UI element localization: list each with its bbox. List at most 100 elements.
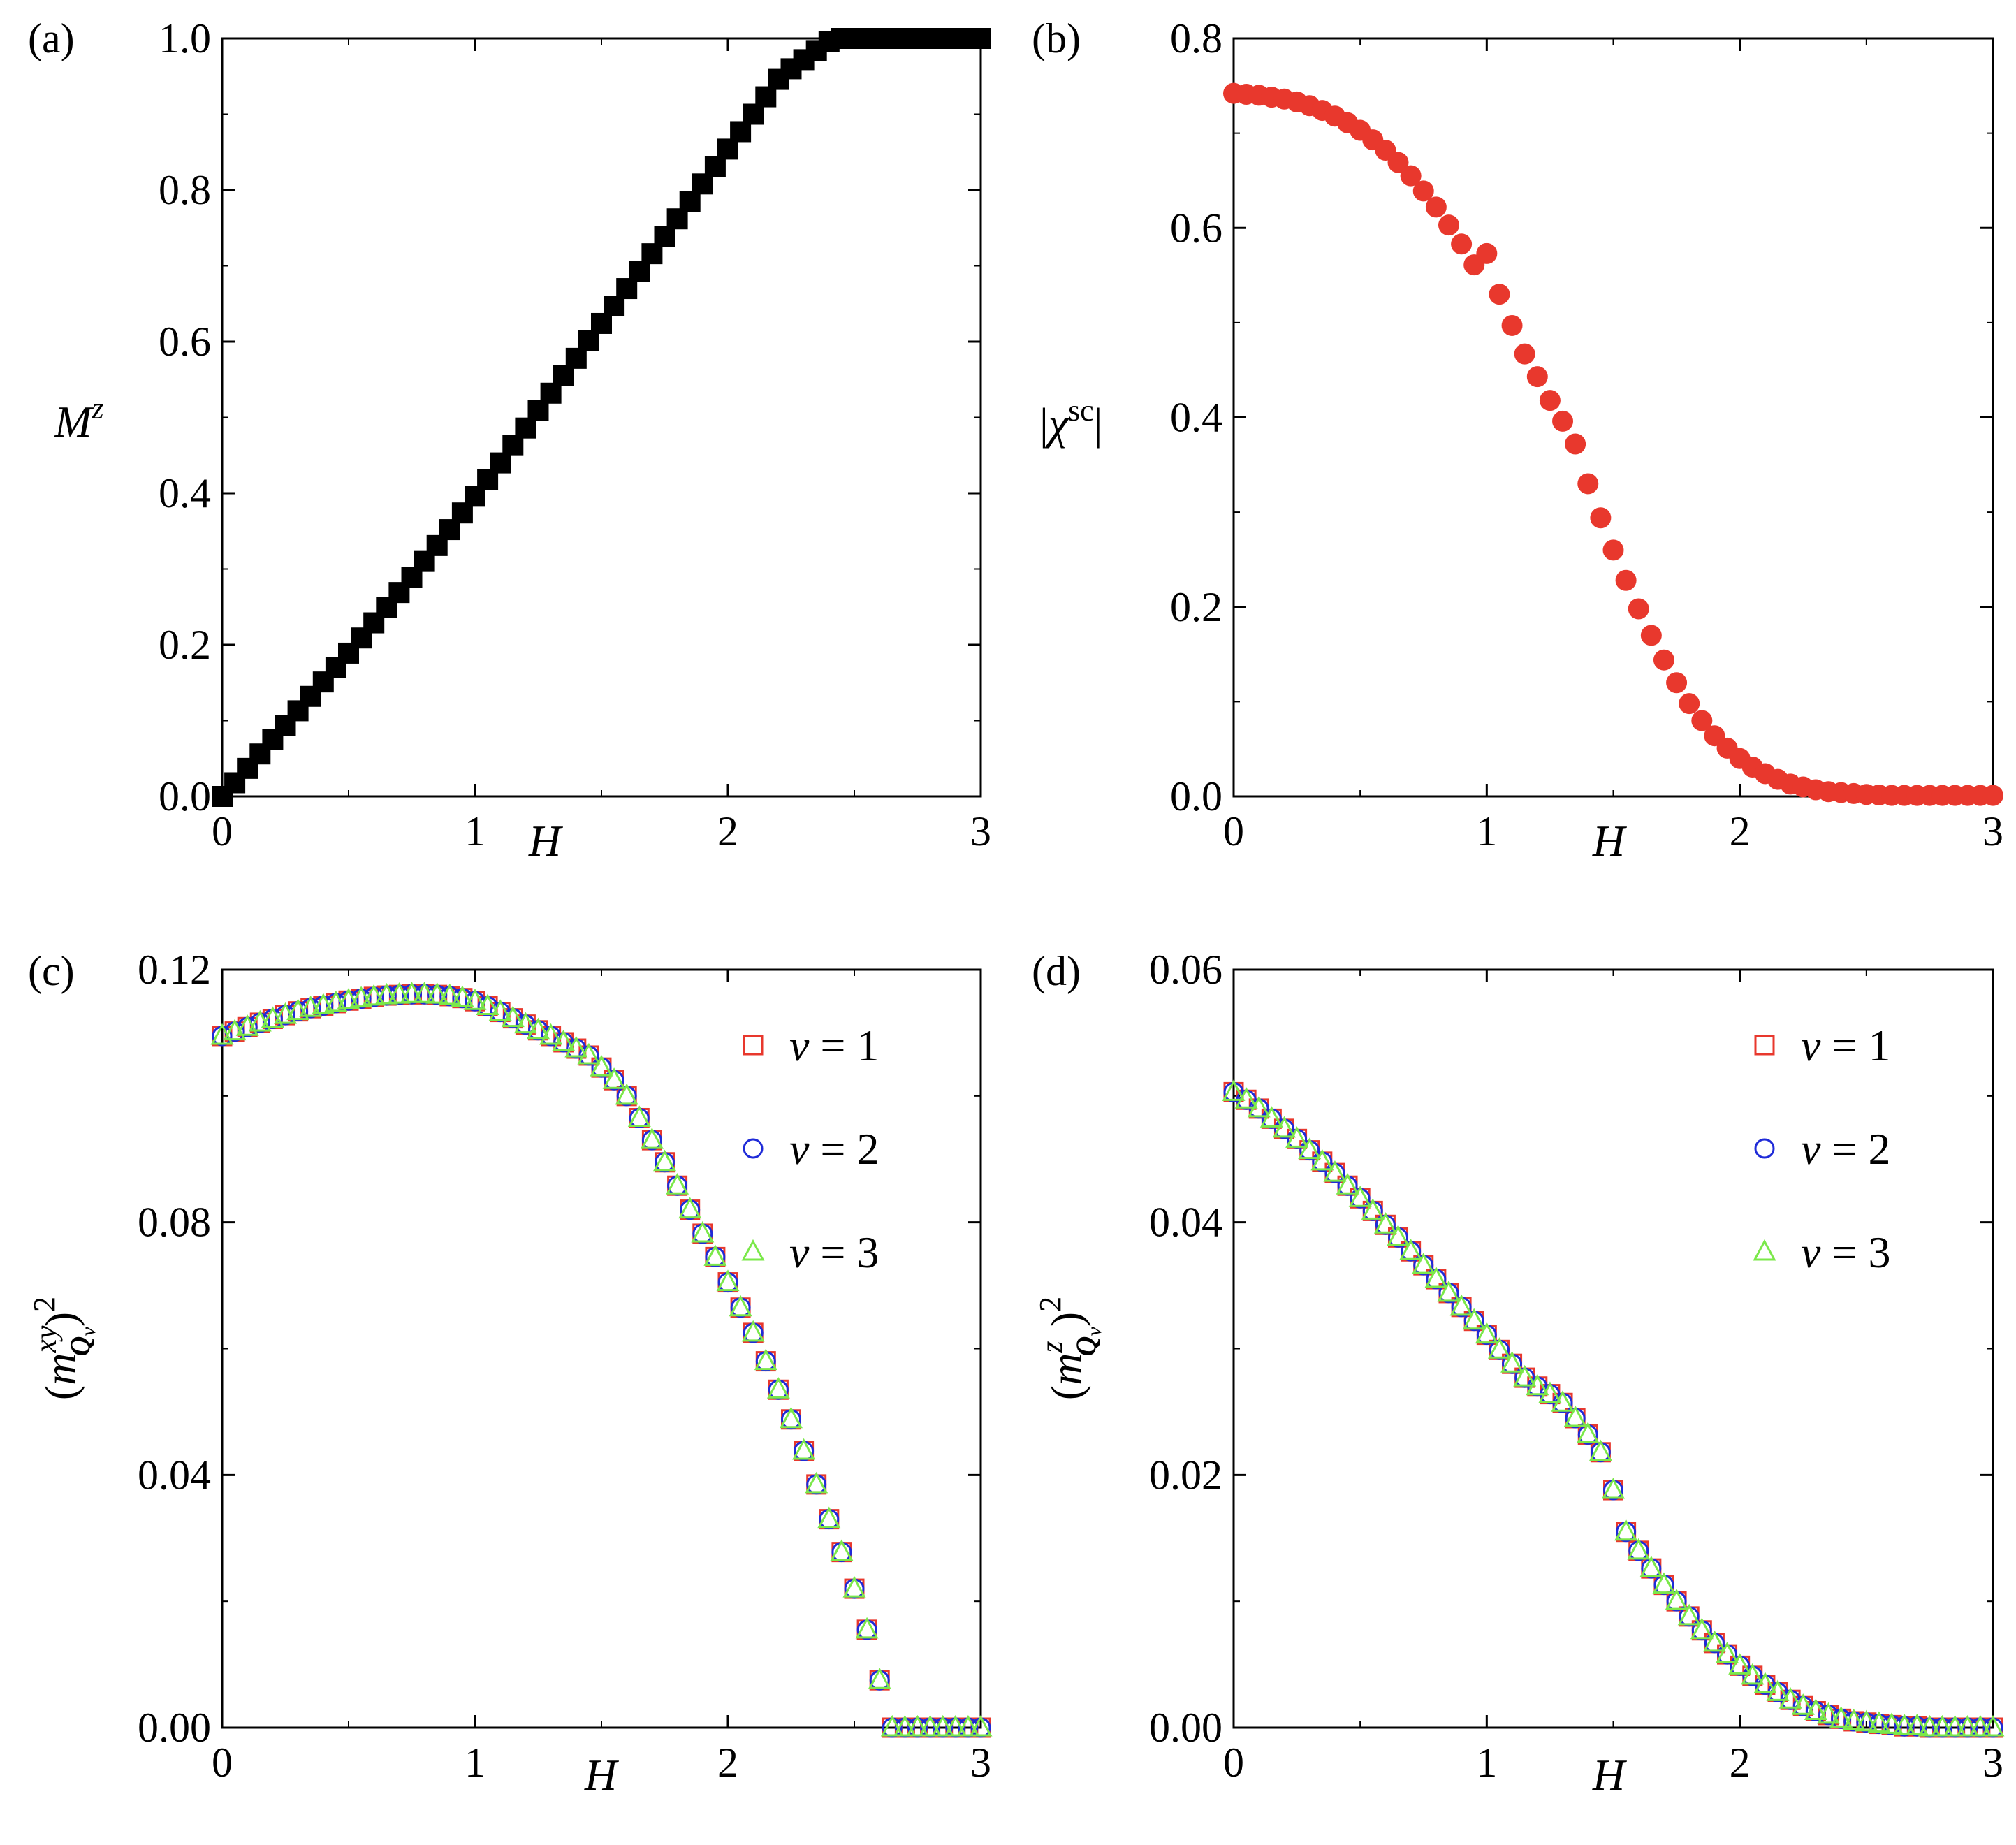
- data-point-d-s3: [1677, 1603, 1701, 1626]
- legend-marker-d-1: [1754, 1035, 1775, 1056]
- data-point-c-s3: [425, 982, 449, 1004]
- legend-label-d-1: ν = 1: [1801, 1021, 1891, 1070]
- y-axis-label-c-text: (mxyQν)2: [27, 1297, 100, 1400]
- y-axis-label-b-chi: χ: [1044, 399, 1069, 449]
- data-point-c-s3: [944, 1714, 967, 1737]
- data-point-c-s3: [842, 1575, 866, 1598]
- data-point-c-s3: [590, 1054, 613, 1077]
- x-axis-label-d: H: [1592, 1750, 1628, 1800]
- y-tick-label-d: 0.02: [1149, 1452, 1222, 1498]
- data-point-c-s3: [729, 1295, 752, 1317]
- data-point-d-s3: [1627, 1538, 1651, 1560]
- data-point-c-s3: [387, 982, 411, 1004]
- plot-area-d: 0 1 2 30.000.020.040.06ν = 1ν = 2ν = 3: [1149, 947, 2005, 1786]
- data-point-c-s3: [716, 1269, 740, 1292]
- data-point-d-s3: [1956, 1714, 1980, 1737]
- panel-label-c: (c): [28, 948, 75, 994]
- x-tick-label-c: 3: [970, 1740, 991, 1786]
- y-tick-label-a: 0.6: [159, 319, 211, 365]
- y-axis-label-b-bar-left: |: [1039, 399, 1049, 449]
- data-point-c-s3: [577, 1042, 601, 1065]
- data-point-b-s1: [1602, 539, 1624, 561]
- x-tick-label-b: 3: [1982, 808, 2003, 854]
- x-tick-label-b: 2: [1730, 808, 1751, 854]
- data-point-b-s1: [1577, 473, 1599, 495]
- x-tick-label-a: 3: [970, 808, 991, 854]
- panel-d: (d) H (mzQν)2 0 1 2 30.000.020.040.06ν = 1ν…: [1032, 947, 2005, 1800]
- data-point-d-s3: [1804, 1698, 1827, 1720]
- data-point-c-s3: [451, 985, 474, 1007]
- data-point-b-s1: [1539, 390, 1561, 411]
- y-axis-label-c: (mxyQν)2: [27, 1297, 100, 1400]
- y-tick-label-b: 0.4: [1170, 395, 1222, 441]
- data-point-b-s1: [1489, 284, 1510, 305]
- data-point-d-s3: [1905, 1714, 1929, 1735]
- data-point-b-s1: [1438, 214, 1459, 236]
- data-point-d-s3: [1892, 1714, 1916, 1735]
- y-tick-label-a: 1.0: [159, 15, 211, 61]
- y-tick-label-c: 0.00: [138, 1705, 211, 1751]
- data-point-c-s3: [476, 993, 499, 1015]
- data-point-d-s3: [1778, 1687, 1802, 1709]
- panel-label-d: (d): [1032, 948, 1081, 994]
- data-point-c-s3: [931, 1714, 955, 1737]
- legend-label-d-3: ν = 3: [1801, 1227, 1891, 1277]
- data-point-c-s3: [652, 1149, 677, 1172]
- data-point-c-s3: [299, 995, 323, 1017]
- data-point-c-s3: [868, 1668, 891, 1689]
- data-point-c-s3: [741, 1320, 765, 1342]
- legend-marker-d-3: [1753, 1239, 1776, 1261]
- data-point-c-s3: [463, 989, 487, 1010]
- data-point-d-s3: [1588, 1439, 1612, 1461]
- data-point-d-s3: [1373, 1212, 1397, 1234]
- y-axis-label-c-sub-q: Q: [64, 1336, 96, 1357]
- data-point-d-s3: [1576, 1422, 1600, 1443]
- data-point-d-s3: [1563, 1405, 1587, 1427]
- axes-frame-d: [1232, 968, 1994, 1729]
- data-point-c-s3: [805, 1471, 828, 1494]
- series-c-2: [212, 984, 991, 1738]
- data-point-d-s3: [1829, 1706, 1853, 1728]
- data-point-d-s3: [1323, 1160, 1347, 1182]
- y-tick-label-b: 0.6: [1170, 205, 1222, 251]
- axes-frame-a: [221, 37, 982, 798]
- panel-c: (c) H (mxyQν)2 0 1 2 30.000.040.080.12ν = 1…: [27, 947, 993, 1800]
- y-axis-label-b: |χsc|: [1039, 393, 1102, 449]
- data-point-d-s3: [1880, 1712, 1904, 1734]
- axes-frame-b: [1232, 37, 1994, 798]
- x-tick-label-c: 0: [212, 1740, 233, 1786]
- legend-label-nu-d-3: ν: [1801, 1227, 1832, 1277]
- x-tick-label-b: 0: [1223, 808, 1244, 854]
- legend-label-value-d-2: = 2: [1832, 1124, 1890, 1174]
- x-tick-label-d: 3: [1982, 1740, 2003, 1786]
- data-point-d-s3: [1867, 1711, 1891, 1733]
- x-tick-label-c: 2: [717, 1740, 738, 1786]
- data-point-a-s1: [970, 28, 991, 49]
- data-point-c-s3: [893, 1714, 916, 1737]
- data-point-c-s3: [526, 1017, 550, 1040]
- y-axis-label-d: (mzQν)2: [1033, 1297, 1106, 1400]
- legend-marker-d-2: [1754, 1138, 1775, 1159]
- data-point-d-s3: [1538, 1381, 1562, 1403]
- data-point-c-s3: [666, 1173, 689, 1195]
- data-point-d-s3: [1652, 1572, 1676, 1594]
- y-tick-label-c: 0.12: [138, 947, 211, 993]
- data-point-d-s3: [1981, 1714, 2005, 1737]
- data-point-b-s1: [1590, 507, 1612, 529]
- data-point-d-s3: [1259, 1106, 1283, 1128]
- y-axis-label-a-main: M: [54, 397, 94, 446]
- data-point-b-s1: [1526, 366, 1548, 388]
- data-point-c-s3: [602, 1067, 626, 1089]
- legend-label-c-3: ν = 3: [789, 1227, 879, 1277]
- x-axis-label-b: H: [1592, 816, 1628, 866]
- data-point-c-s3: [539, 1023, 563, 1045]
- legend-label-c-1: ν = 1: [789, 1021, 879, 1070]
- y-tick-label-b: 0.2: [1170, 584, 1222, 630]
- data-point-c-s3: [501, 1005, 525, 1028]
- data-point-d-s3: [1348, 1186, 1372, 1207]
- data-point-d-s3: [1437, 1280, 1461, 1302]
- data-point-c-s3: [792, 1438, 816, 1460]
- plot-area-a: 0 1 2 3 0.0 0.2 0.4 0.6 0.8 1.0: [159, 15, 991, 854]
- data-point-d-s3: [1336, 1173, 1359, 1195]
